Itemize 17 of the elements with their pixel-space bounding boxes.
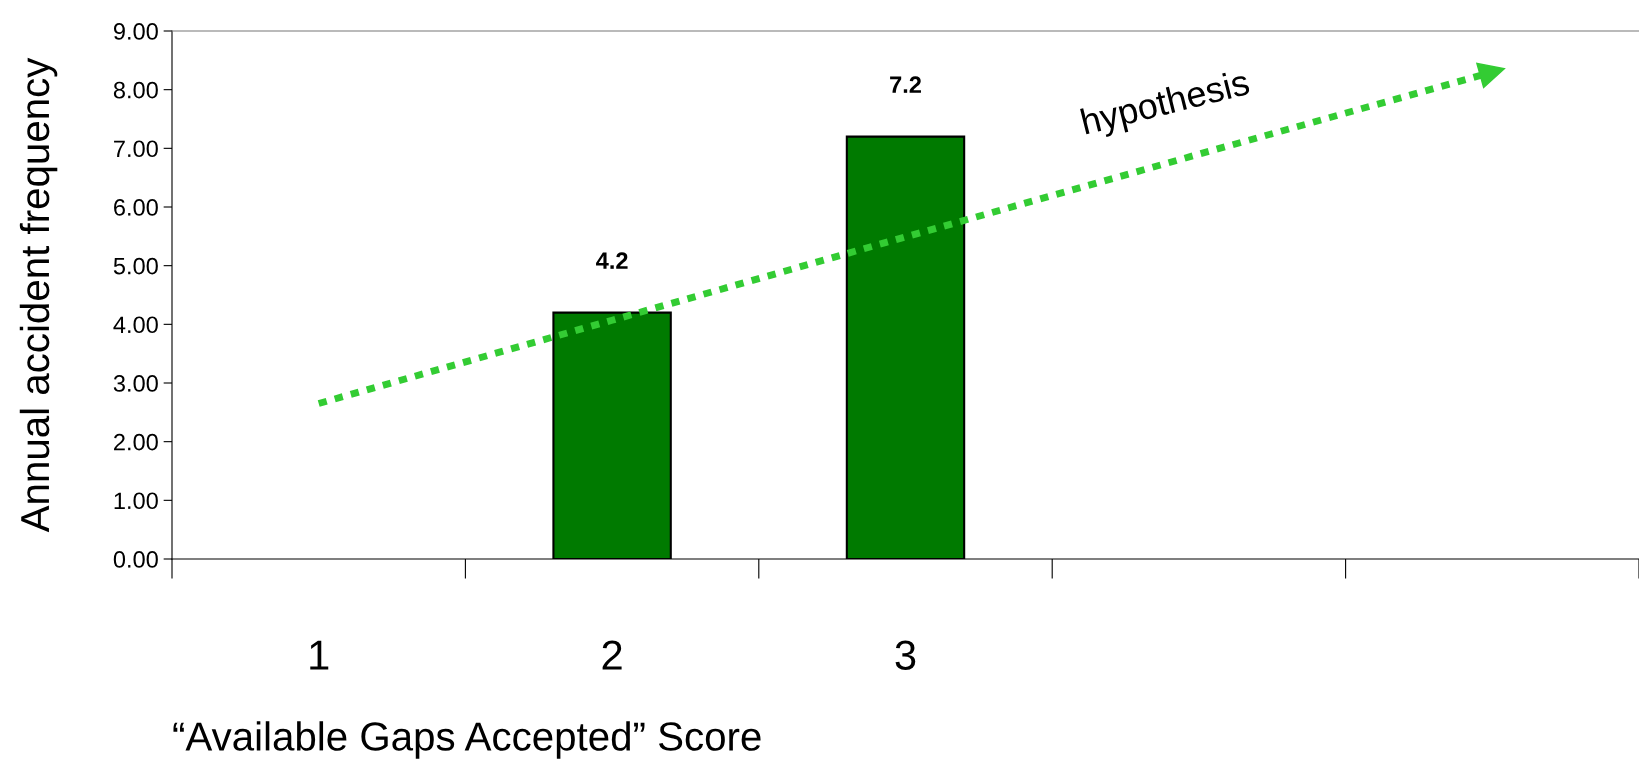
x-tick-label: 3 <box>895 640 916 670</box>
y-tick-label: 2.00 <box>114 433 158 451</box>
data-label: 4.2 <box>596 252 628 269</box>
y-tick-label: 1.00 <box>114 492 158 510</box>
y-tick-label: 5.00 <box>113 257 158 275</box>
y-tick-label: 9.00 <box>113 23 158 40</box>
y-axis-title: Annual accident frequency <box>19 57 58 533</box>
y-tick-label: 6.00 <box>114 199 158 216</box>
data-label: 7.2 <box>890 76 921 93</box>
x-tick-label: 2 <box>602 640 622 670</box>
y-tick-label: 3.00 <box>113 375 158 392</box>
y-tick-label: 0.00 <box>113 551 158 568</box>
x-axis-title: “Available Gaps Accepted” Score <box>173 721 761 759</box>
y-tick-label: 7.00 <box>114 140 158 158</box>
y-tick-label: 8.00 <box>113 81 158 99</box>
y-tick-label: 4.00 <box>113 316 158 334</box>
x-tick-label: 1 <box>310 640 329 670</box>
